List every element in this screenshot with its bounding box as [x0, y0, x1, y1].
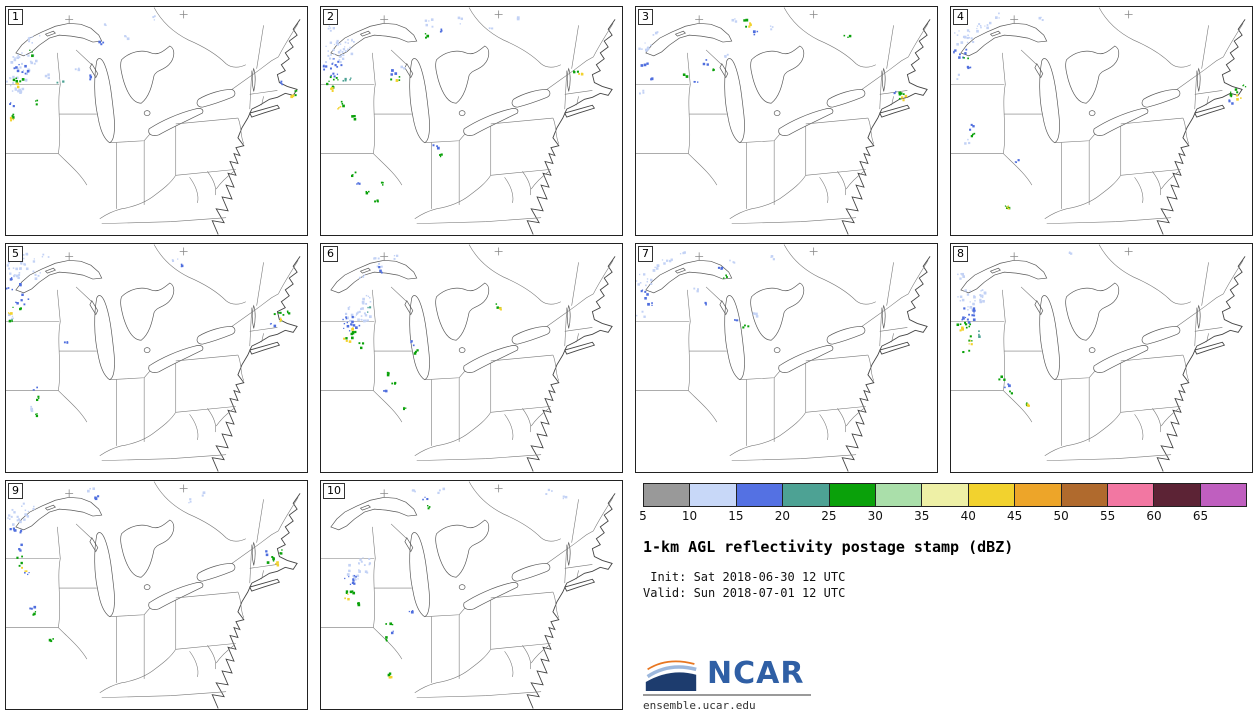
member-basemap	[6, 481, 301, 709]
ensemble-member-panel: 9	[5, 480, 308, 710]
colorbar-tick-label: 30	[867, 509, 883, 523]
radar-echoes	[7, 487, 283, 643]
member-number-badge: 4	[953, 9, 968, 25]
colorbar-segment	[1154, 484, 1201, 506]
colorbar-segment	[922, 484, 969, 506]
member-basemap	[321, 7, 616, 235]
radar-echoes	[344, 487, 568, 679]
colorbar-segment	[1061, 484, 1108, 506]
colorbar-segment	[1107, 484, 1155, 506]
colorbar-tick-label: 15	[728, 509, 744, 523]
colorbar-segment	[644, 484, 691, 506]
member-number-badge: 3	[638, 9, 653, 25]
ensemble-member-panel: 6	[320, 243, 623, 473]
member-basemap	[6, 7, 301, 235]
radar-echoes	[953, 12, 1247, 210]
colorbar-segment	[968, 484, 1016, 506]
ncar-branding: NCAR	[643, 655, 811, 697]
ensemble-member-panel: 2	[320, 6, 623, 236]
colorbar-tick-label: 60	[1146, 509, 1162, 523]
radar-echoes	[6, 15, 298, 122]
radar-echoes	[322, 16, 584, 203]
member-number-badge: 10	[323, 483, 345, 499]
colorbar-segment	[1200, 484, 1247, 506]
member-number-badge: 9	[8, 483, 23, 499]
radar-echoes	[6, 252, 291, 418]
ensemble-member-panel: 5	[5, 243, 308, 473]
radar-echoes	[636, 251, 775, 329]
member-number-badge: 1	[8, 9, 23, 25]
colorbar-segment	[690, 484, 737, 506]
radar-echoes	[956, 251, 1073, 407]
member-basemap	[321, 481, 616, 709]
ensemble-member-panel: 7	[635, 243, 938, 473]
colorbar-tick-label: 50	[1053, 509, 1069, 523]
member-basemap	[636, 244, 931, 472]
reflectivity-colorbar	[643, 483, 1247, 507]
colorbar-segment	[1015, 484, 1062, 506]
member-number-badge: 8	[953, 246, 968, 262]
colorbar-tick-label: 55	[1099, 509, 1116, 523]
colorbar-tick-label: 45	[1007, 509, 1023, 523]
colorbar-tick-label: 25	[821, 509, 837, 523]
member-number-badge: 2	[323, 9, 338, 25]
member-basemap	[636, 7, 931, 235]
colorbar-segment	[736, 484, 784, 506]
colorbar-segment	[783, 484, 830, 506]
ensemble-member-panel: 3	[635, 6, 938, 236]
member-number-badge: 6	[323, 246, 338, 262]
member-basemap	[6, 244, 301, 472]
colorbar-ticks: 5 10 15 20 25 30 35 40 45 50 55 60 65	[639, 508, 1247, 526]
member-basemap	[321, 244, 616, 472]
legend: 5 10 15 20 25 30 35 40 45 50 55 60 65 1-km AGL refle…	[639, 483, 1247, 712]
member-basemap	[951, 7, 1247, 235]
member-number-badge: 5	[8, 246, 23, 262]
radar-echoes	[638, 18, 908, 102]
ncar-logo-icon	[645, 660, 697, 692]
ensemble-member-panel: 4	[950, 6, 1253, 236]
colorbar-tick-label: 65	[1192, 509, 1209, 523]
member-number-badge: 7	[638, 246, 653, 262]
colorbar-tick-label: 10	[681, 509, 698, 523]
radar-echoes	[342, 254, 502, 411]
colorbar-tick-label: 35	[914, 509, 930, 523]
colorbar-tick-label: 5	[639, 509, 647, 523]
figure-title: 1-km AGL reflectivity postage stamp (dBZ…	[643, 538, 1014, 556]
member-basemap	[951, 244, 1246, 472]
init-time: Init: Sat 2018-06-30 12 UTC	[643, 570, 846, 584]
colorbar-segment	[829, 484, 876, 506]
ensemble-member-panel: 8	[950, 243, 1253, 473]
valid-time: Valid: Sun 2018-07-01 12 UTC	[643, 585, 846, 600]
ensemble-member-panel: 1	[5, 6, 308, 236]
ensemble-member-panel: 10	[320, 480, 623, 710]
colorbar-tick-label: 40	[960, 509, 976, 523]
colorbar-tick-label: 20	[774, 509, 791, 523]
colorbar-segment	[875, 484, 923, 506]
ncar-logo-text: NCAR	[707, 655, 805, 691]
site-url[interactable]: ensemble.ucar.edu	[643, 699, 756, 712]
